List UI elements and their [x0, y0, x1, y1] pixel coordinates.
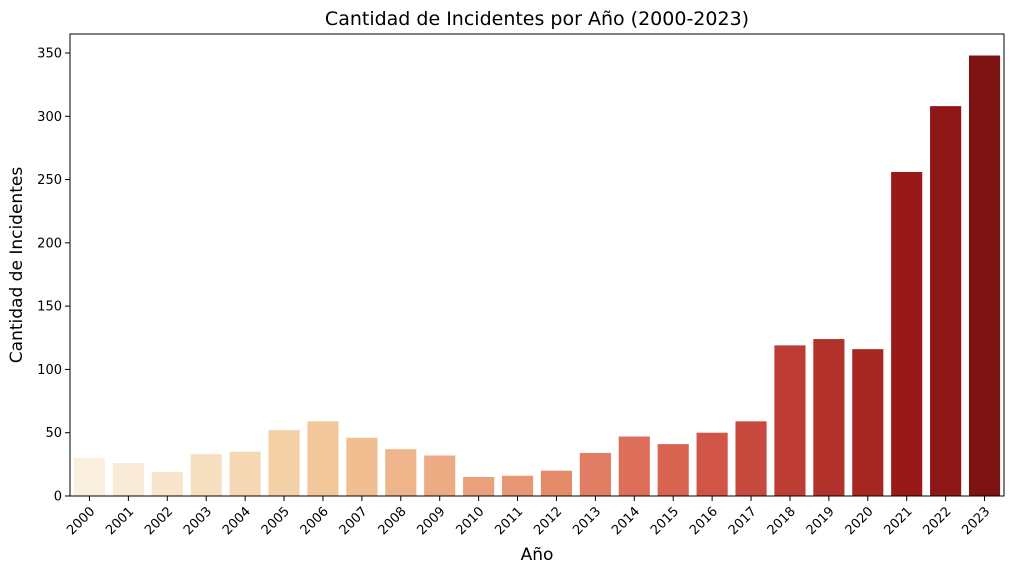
- bar-2021: [891, 171, 923, 496]
- x-tick-label: 2009: [415, 504, 449, 538]
- bar-2004: [229, 451, 261, 496]
- bar-2003: [190, 454, 222, 496]
- bar-2018: [774, 345, 806, 496]
- x-tick-label: 2017: [726, 504, 760, 538]
- y-axis-label: Cantidad de Incidentes: [7, 167, 27, 364]
- x-tick-label: 2014: [609, 504, 643, 538]
- x-tick-label: 2016: [687, 504, 721, 538]
- x-tick-label: 2008: [376, 504, 410, 538]
- x-tick-label: 2023: [959, 504, 993, 538]
- bar-2009: [424, 455, 456, 496]
- x-tick-label: 2019: [804, 504, 838, 538]
- bar-2007: [346, 437, 378, 496]
- bar-2020: [852, 349, 884, 496]
- bar-2022: [930, 106, 962, 497]
- bar-2010: [463, 477, 495, 496]
- x-tick-label: 2020: [843, 504, 877, 538]
- bar-2000: [73, 458, 106, 496]
- y-tick-label: 200: [37, 236, 62, 251]
- bar-2017: [735, 421, 767, 496]
- x-tick-label: 2022: [920, 504, 954, 538]
- y-tick-label: 100: [37, 363, 62, 378]
- x-tick-label: 2000: [64, 504, 98, 538]
- plot-frame: [69, 33, 1005, 497]
- x-tick-label: 2012: [531, 504, 565, 538]
- bar-2012: [540, 470, 573, 496]
- bar-2005: [268, 430, 300, 496]
- bar-2015: [657, 444, 689, 496]
- x-tick-label: 2002: [142, 504, 176, 538]
- bar-2023: [968, 55, 1001, 497]
- y-tick-label: 0: [54, 490, 62, 505]
- x-tick-label: 2021: [882, 504, 916, 538]
- x-tick-label: 2010: [453, 504, 487, 538]
- y-tick-label: 300: [37, 110, 62, 125]
- x-tick-label: 2004: [220, 504, 254, 538]
- bar-2008: [385, 449, 417, 496]
- bar-2011: [501, 475, 534, 496]
- y-axis: 0 50 100 150 200 250 300 350: [37, 46, 70, 505]
- bar-2019: [813, 339, 845, 496]
- bar-2014: [618, 436, 650, 496]
- x-tick-label: 2011: [492, 504, 526, 538]
- x-tick-label: 2005: [259, 504, 293, 538]
- x-tick-label: 2013: [570, 504, 604, 538]
- x-tick-label: 2001: [103, 504, 137, 538]
- x-tick-label: 2003: [181, 504, 215, 538]
- x-tick-label: 2006: [298, 504, 332, 538]
- bars-group: [73, 55, 1001, 497]
- y-tick-label: 350: [37, 46, 62, 61]
- x-tick-label: 2015: [648, 504, 682, 538]
- x-axis: 2000 2001 2002 2003 2004 2005 2006 2007 2008 2009…: [64, 496, 993, 538]
- y-tick-label: 250: [37, 173, 62, 188]
- bar-2001: [112, 463, 144, 496]
- y-tick-label: 150: [37, 300, 62, 315]
- bar-2002: [151, 471, 183, 496]
- bar-2006: [307, 421, 339, 496]
- y-tick-label: 50: [45, 426, 62, 441]
- x-tick-label: 2007: [337, 504, 371, 538]
- bar-2016: [696, 432, 728, 496]
- x-axis-label: Año: [521, 545, 554, 565]
- x-tick-label: 2018: [765, 504, 799, 538]
- bar-2013: [579, 452, 611, 496]
- chart-title: Cantidad de Incidentes por Año (2000-202…: [325, 8, 749, 30]
